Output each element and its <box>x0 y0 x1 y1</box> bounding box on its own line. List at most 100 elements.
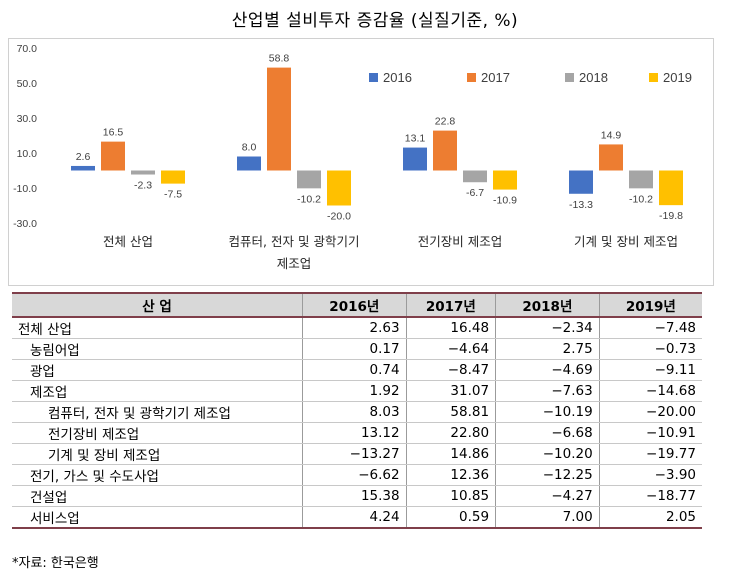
legend-swatch-2019 <box>649 73 658 82</box>
cell-2019년: −20.00 <box>598 401 702 423</box>
cell-2017년: −8.47 <box>405 359 496 381</box>
legend-label: 2019 <box>663 70 692 85</box>
data-label: -10.9 <box>493 195 517 207</box>
table-row: 농림어업 0.17 −4.64 2.75 −0.73 <box>12 338 702 360</box>
bar-2018 <box>629 170 653 189</box>
cell-2016년: 13.12 <box>302 422 407 444</box>
data-label: -2.3 <box>134 180 152 192</box>
cell-2019년: −3.90 <box>598 464 702 486</box>
legend-swatch-2016 <box>369 73 378 82</box>
cell-2016년: 2.63 <box>302 317 407 339</box>
row-label: 전기, 가스 및 수도사업 <box>12 464 303 486</box>
data-label: -19.8 <box>659 210 683 222</box>
legend-label: 2017 <box>481 70 510 85</box>
header-2016: 2016년 <box>302 292 407 318</box>
legend-label: 2018 <box>579 70 608 85</box>
table-body: 전체 산업 2.63 16.48 −2.34 −7.48 농림어업 0.17 −4.64 2.7… <box>12 317 702 529</box>
cell-2017년: 31.07 <box>405 380 496 402</box>
header-2017: 2017년 <box>405 292 497 318</box>
legend-swatch-2018 <box>565 73 574 82</box>
table-header-row: 산 업 2016년 2017년 2018년 2019년 <box>12 292 702 318</box>
data-label: -10.2 <box>629 193 653 205</box>
legend-swatch-2017 <box>467 73 476 82</box>
data-label: 16.5 <box>103 127 124 139</box>
data-label: -20.0 <box>327 211 351 223</box>
cell-2018년: −2.34 <box>495 317 600 339</box>
cell-2018년: −7.63 <box>495 380 600 402</box>
row-label: 서비스업 <box>12 506 303 529</box>
bar-2016 <box>569 170 593 194</box>
bar-2017 <box>433 130 457 171</box>
bar-chart: -30.0 -10.0 10.0 30.0 50.0 70.0 2.6 16.5 -2.3 -7.… <box>8 38 714 286</box>
cell-2019년: −10.91 <box>598 422 702 444</box>
cell-2016년: 15.38 <box>302 485 407 507</box>
cell-2016년: 0.74 <box>302 359 407 381</box>
cell-2016년: 8.03 <box>302 401 407 423</box>
cell-2017년: 14.86 <box>405 443 496 465</box>
data-label: -10.2 <box>297 193 321 205</box>
cell-2017년: 0.59 <box>405 506 496 529</box>
cell-2019년: −14.68 <box>598 380 702 402</box>
cell-2017년: 16.48 <box>405 317 496 339</box>
cell-2018년: −4.69 <box>495 359 600 381</box>
data-label: 13.1 <box>405 133 426 145</box>
data-label: 22.8 <box>435 116 456 128</box>
table-row: 서비스업 4.24 0.59 7.00 2.05 <box>12 506 702 529</box>
bar-2018 <box>297 170 321 189</box>
category-label: 기계 및 장비 제조업 <box>574 234 678 249</box>
cell-2016년: −13.27 <box>302 443 407 465</box>
cell-2019년: 2.05 <box>598 506 702 529</box>
bar-2017 <box>101 141 125 171</box>
cell-2016년: 1.92 <box>302 380 407 402</box>
page-title: 산업별 설비투자 증감율 (실질기준, %) <box>231 11 519 31</box>
cell-2016년: −6.62 <box>302 464 407 486</box>
category-label: 제조업 <box>277 256 312 271</box>
row-label: 제조업 <box>12 380 303 402</box>
bar-2018 <box>463 170 487 183</box>
row-label: 건설업 <box>12 485 303 507</box>
bar-2019 <box>327 170 351 206</box>
table-row: 컴퓨터, 전자 및 광학기기 제조업 8.03 58.81 −10.19 −20.00 <box>12 401 702 423</box>
table-row: 광업 0.74 −8.47 −4.69 −9.11 <box>12 359 702 381</box>
row-label: 기계 및 장비 제조업 <box>12 443 303 465</box>
cell-2019년: −18.77 <box>598 485 702 507</box>
y-tick-label: -10.0 <box>13 183 37 195</box>
data-label: 8.0 <box>242 142 257 154</box>
bar-2016 <box>71 165 95 171</box>
table-row: 전기, 가스 및 수도사업 −6.62 12.36 −12.25 −3.90 <box>12 464 702 486</box>
row-label: 전기장비 제조업 <box>12 422 303 444</box>
data-label: 14.9 <box>601 129 622 141</box>
bar-2018 <box>131 170 155 175</box>
data-label: 58.8 <box>269 53 290 65</box>
source-note: *자료: 한국은행 <box>12 556 99 571</box>
y-tick-label: 10.0 <box>17 148 38 160</box>
row-label: 컴퓨터, 전자 및 광학기기 제조업 <box>12 401 303 423</box>
table-row: 전체 산업 2.63 16.48 −2.34 −7.48 <box>12 317 702 339</box>
header-industry: 산 업 <box>12 292 303 318</box>
cell-2018년: −10.19 <box>495 401 600 423</box>
cell-2019년: −7.48 <box>598 317 702 339</box>
cell-2017년: 10.85 <box>405 485 496 507</box>
y-tick-label: 30.0 <box>17 113 38 125</box>
category-label: 전체 산업 <box>103 234 153 249</box>
cell-2018년: 7.00 <box>495 506 600 529</box>
bar-2019 <box>659 170 683 206</box>
row-label: 전체 산업 <box>12 317 303 339</box>
cell-2016년: 0.17 <box>302 338 407 360</box>
cell-2016년: 4.24 <box>302 506 407 529</box>
row-label: 광업 <box>12 359 303 381</box>
chart-svg: -30.0 -10.0 10.0 30.0 50.0 70.0 2.6 16.5 -2.3 -7.… <box>13 43 692 271</box>
cell-2017년: 22.80 <box>405 422 496 444</box>
data-label: -13.3 <box>569 199 593 211</box>
cell-2017년: 12.36 <box>405 464 496 486</box>
cell-2019년: −9.11 <box>598 359 702 381</box>
cell-2019년: −0.73 <box>598 338 702 360</box>
cell-2017년: −4.64 <box>405 338 496 360</box>
category-label: 컴퓨터, 전자 및 광학기기 <box>229 234 360 249</box>
bar-2019 <box>161 170 185 184</box>
header-2019: 2019년 <box>598 292 702 318</box>
data-label: -6.7 <box>466 187 484 199</box>
bar-2016 <box>237 156 261 171</box>
row-label: 농림어업 <box>12 338 303 360</box>
cell-2018년: 2.75 <box>495 338 600 360</box>
